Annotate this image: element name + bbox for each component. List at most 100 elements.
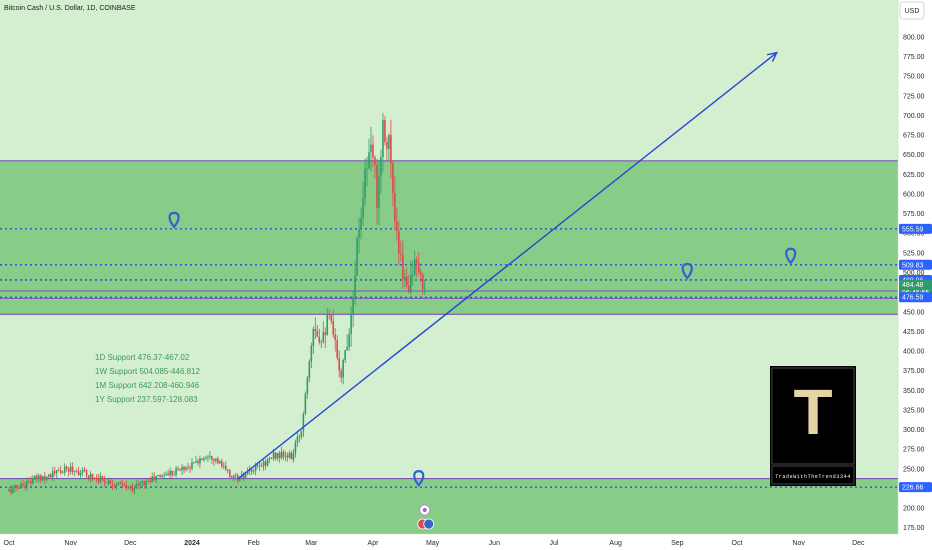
candle-body-198 bbox=[402, 254, 404, 279]
time-tick-label: Dec bbox=[124, 540, 137, 547]
flag-event-icon bbox=[417, 518, 435, 530]
currency-label[interactable]: USD bbox=[905, 8, 920, 15]
candle-body-35 bbox=[77, 471, 80, 476]
price-tick-label: 600.00 bbox=[903, 191, 925, 198]
candle-body-43 bbox=[93, 477, 96, 479]
candle-body-26 bbox=[59, 470, 62, 473]
candle-body-149 bbox=[304, 393, 307, 414]
candle-body-48 bbox=[103, 479, 106, 483]
price-tick-label: 350.00 bbox=[903, 388, 925, 395]
candle-body-175 bbox=[356, 238, 358, 276]
candle-body-46 bbox=[99, 476, 102, 482]
candle-body-144 bbox=[294, 442, 297, 454]
candle-body-25 bbox=[57, 470, 60, 471]
candle-body-139 bbox=[284, 455, 287, 457]
candle-body-24 bbox=[55, 470, 58, 474]
price-badge-label: 226.66 bbox=[902, 485, 924, 492]
time-tick-label: Nov bbox=[792, 540, 805, 547]
event-dot-top bbox=[422, 508, 427, 512]
candle-body-56 bbox=[119, 482, 122, 484]
location-marker-outline bbox=[681, 262, 693, 280]
candle-body-39 bbox=[85, 470, 88, 476]
price-tick-label: 550.00 bbox=[903, 231, 925, 238]
time-axis-background bbox=[0, 534, 932, 550]
candle-body-53 bbox=[113, 485, 116, 487]
note-1m-support: 1M Support 642.208-460.946 bbox=[95, 381, 200, 390]
candle-body-65 bbox=[137, 483, 140, 486]
candle-body-19 bbox=[45, 476, 48, 480]
candle-body-161 bbox=[328, 313, 331, 315]
candle-body-172 bbox=[350, 313, 352, 335]
candle-body-6 bbox=[20, 483, 22, 489]
candle-body-80 bbox=[167, 473, 169, 476]
location-marker-outline bbox=[413, 470, 425, 487]
currency-button[interactable]: USD bbox=[899, 1, 925, 20]
candle-body-33 bbox=[73, 470, 76, 472]
candle-body-100 bbox=[207, 456, 209, 458]
candle-body-197 bbox=[400, 253, 402, 255]
symbol-title: Bitcoin Cash / U.S. Dollar, 1D, COINBASE bbox=[4, 5, 136, 12]
candle-body-164 bbox=[334, 334, 337, 341]
candle-body-167 bbox=[340, 370, 342, 378]
price-tick-label: 175.00 bbox=[903, 525, 925, 532]
candle-body-49 bbox=[105, 482, 108, 484]
candle-body-131 bbox=[268, 458, 271, 460]
candle-body-14 bbox=[36, 475, 38, 479]
candle-body-169 bbox=[344, 350, 346, 360]
candle-body-201 bbox=[408, 285, 410, 293]
price-tick-label: 300.00 bbox=[903, 427, 925, 434]
candle-body-37 bbox=[81, 469, 84, 473]
candle-body-40 bbox=[87, 475, 90, 479]
candle-body-93 bbox=[193, 462, 195, 464]
candle-body-69 bbox=[145, 480, 148, 486]
candle-body-112 bbox=[230, 476, 233, 478]
price-tick-label: 450.00 bbox=[903, 309, 925, 316]
note-1d-support: 1D Support 476.37-467.02 bbox=[95, 353, 190, 362]
candle-body-141 bbox=[288, 452, 291, 458]
location-marker-icon bbox=[681, 262, 693, 280]
candle-body-155 bbox=[316, 330, 319, 337]
candle-body-127 bbox=[260, 465, 263, 467]
candle-body-142 bbox=[290, 452, 293, 460]
price-tick-label: 250.00 bbox=[903, 466, 925, 473]
candle-body-9 bbox=[26, 480, 28, 487]
candle-body-194 bbox=[394, 192, 396, 222]
candle-body-83 bbox=[173, 474, 175, 476]
candle-body-120 bbox=[246, 470, 249, 475]
price-badge-bg bbox=[899, 259, 932, 270]
candle-body-4 bbox=[16, 485, 18, 488]
candle-body-30 bbox=[67, 468, 70, 472]
time-axis-ticks: Oct Nov Dec 2024 Feb Mar Apr May Jun Jul Aug Sep Oct… bbox=[4, 540, 866, 547]
candle-body-124 bbox=[254, 465, 257, 471]
candle-body-54 bbox=[115, 484, 118, 486]
candle-body-104 bbox=[215, 458, 217, 461]
candle-body-70 bbox=[147, 480, 150, 482]
price-tick-label: 750.00 bbox=[903, 74, 925, 81]
candle-body-23 bbox=[53, 471, 56, 474]
candle-body-86 bbox=[179, 469, 181, 471]
candle-body-147 bbox=[300, 430, 303, 437]
candle-body-38 bbox=[83, 469, 86, 471]
candle-body-174 bbox=[354, 275, 356, 297]
candle-body-153 bbox=[312, 328, 315, 347]
candle-body-12 bbox=[32, 478, 34, 484]
note-1w-support: 1W Support 504.085-446.812 bbox=[95, 367, 201, 376]
time-tick-label: Nov bbox=[64, 540, 77, 547]
currency-button-frame[interactable] bbox=[899, 1, 925, 20]
candle-body-94 bbox=[195, 461, 197, 463]
candle-body-60 bbox=[127, 486, 130, 488]
location-marker-outline bbox=[168, 211, 180, 229]
candle-body-168 bbox=[342, 359, 344, 378]
candle-body-17 bbox=[42, 476, 44, 481]
candle-body-32 bbox=[71, 466, 74, 472]
candle-body-51 bbox=[109, 480, 112, 485]
candle-body-180 bbox=[366, 168, 368, 170]
candle-body-84 bbox=[175, 468, 177, 475]
candle-body-102 bbox=[211, 456, 213, 460]
candle-body-106 bbox=[219, 461, 221, 464]
candle-body-77 bbox=[161, 476, 163, 477]
candle-body-129 bbox=[264, 461, 267, 466]
price-tick-label: 375.00 bbox=[903, 368, 925, 375]
trend-arrow-head bbox=[766, 51, 779, 62]
candle-body-114 bbox=[234, 475, 237, 476]
